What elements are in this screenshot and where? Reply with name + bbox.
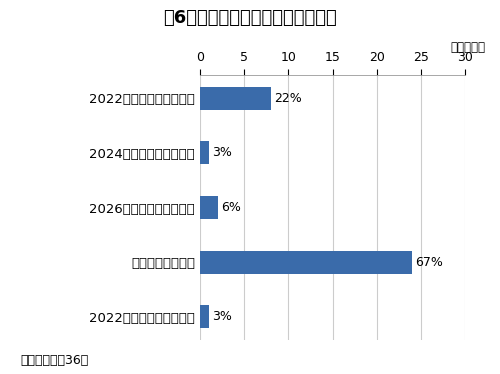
Text: 注：有効回畇36社: 注：有効回畇36社 [20, 354, 88, 367]
Bar [200, 87, 270, 110]
Bar [200, 251, 412, 274]
Bar [200, 305, 209, 328]
Bar [200, 141, 209, 165]
Text: （企業数）: （企業数） [450, 41, 485, 54]
Text: 22%: 22% [274, 92, 301, 105]
Bar [200, 196, 218, 219]
Text: 6%: 6% [221, 201, 240, 214]
Text: 3%: 3% [212, 147, 232, 159]
Text: 67%: 67% [415, 256, 443, 269]
Text: 3%: 3% [212, 310, 232, 323]
Text: 図6　日本事業投資優先度の見込み: 図6 日本事業投資優先度の見込み [163, 9, 337, 27]
